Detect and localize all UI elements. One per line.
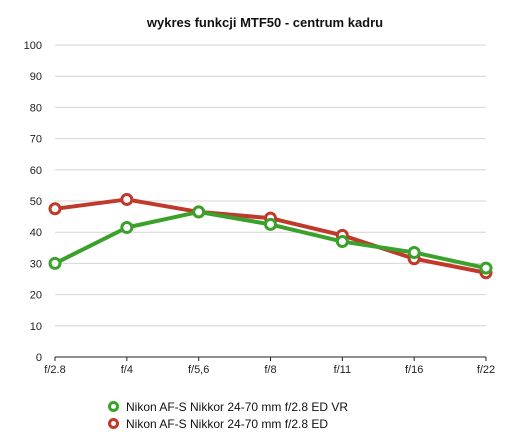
y-tick-label-50: 50 xyxy=(30,196,42,208)
y-tick-label-70: 70 xyxy=(30,134,42,146)
x-tick-label-4: f/11 xyxy=(334,364,352,376)
series-line-1 xyxy=(53,197,488,275)
legend-label-ed: Nikon AF-S Nikkor 24-70 mm f/2.8 ED xyxy=(126,416,329,431)
series-0-point-2 xyxy=(192,205,206,219)
y-tick-label-40: 40 xyxy=(30,227,42,239)
series-0-point-5 xyxy=(407,245,421,259)
legend-marker-vr-icon xyxy=(108,401,119,412)
x-tick-label-0: f/2.8 xyxy=(44,364,65,376)
series-0-point-6 xyxy=(479,261,493,275)
series-0-point-3 xyxy=(264,217,277,231)
legend-entry-vr: Nikon AF-S Nikkor 24-70 mm f/2.8 ED VR xyxy=(108,398,348,415)
series-1-point-1 xyxy=(120,192,134,206)
series-0-point-4 xyxy=(335,235,349,249)
y-tick-label-100: 100 xyxy=(24,40,42,52)
x-tick-label-6: f/22 xyxy=(477,364,495,376)
y-tick-label-0: 0 xyxy=(36,352,42,364)
y-tick-label-60: 60 xyxy=(30,165,42,177)
x-tick-label-3: f/8 xyxy=(264,364,276,376)
series-0-point-1 xyxy=(120,221,134,235)
legend: Nikon AF-S Nikkor 24-70 mm f/2.8 ED VR N… xyxy=(108,398,348,432)
legend-marker-ed-icon xyxy=(108,418,119,429)
series-1-point-0 xyxy=(48,202,62,216)
y-tick-label-80: 80 xyxy=(30,102,42,114)
y-tick-label-30: 30 xyxy=(30,258,42,270)
x-tick-label-1: f/4 xyxy=(121,364,133,376)
y-tick-label-20: 20 xyxy=(30,290,42,302)
chart-title: wykres funkcji MTF50 - centrum kadru xyxy=(146,15,384,30)
y-tick-label-10: 10 xyxy=(30,321,42,333)
legend-label-vr: Nikon AF-S Nikkor 24-70 mm f/2.8 ED VR xyxy=(126,399,349,414)
x-tick-label-5: f/16 xyxy=(405,364,423,376)
legend-entry-ed: Nikon AF-S Nikkor 24-70 mm f/2.8 ED xyxy=(108,415,348,432)
x-tick-label-2: f/5,6 xyxy=(188,364,209,376)
y-tick-label-90: 90 xyxy=(30,71,42,83)
series-0-point-0 xyxy=(48,256,62,270)
